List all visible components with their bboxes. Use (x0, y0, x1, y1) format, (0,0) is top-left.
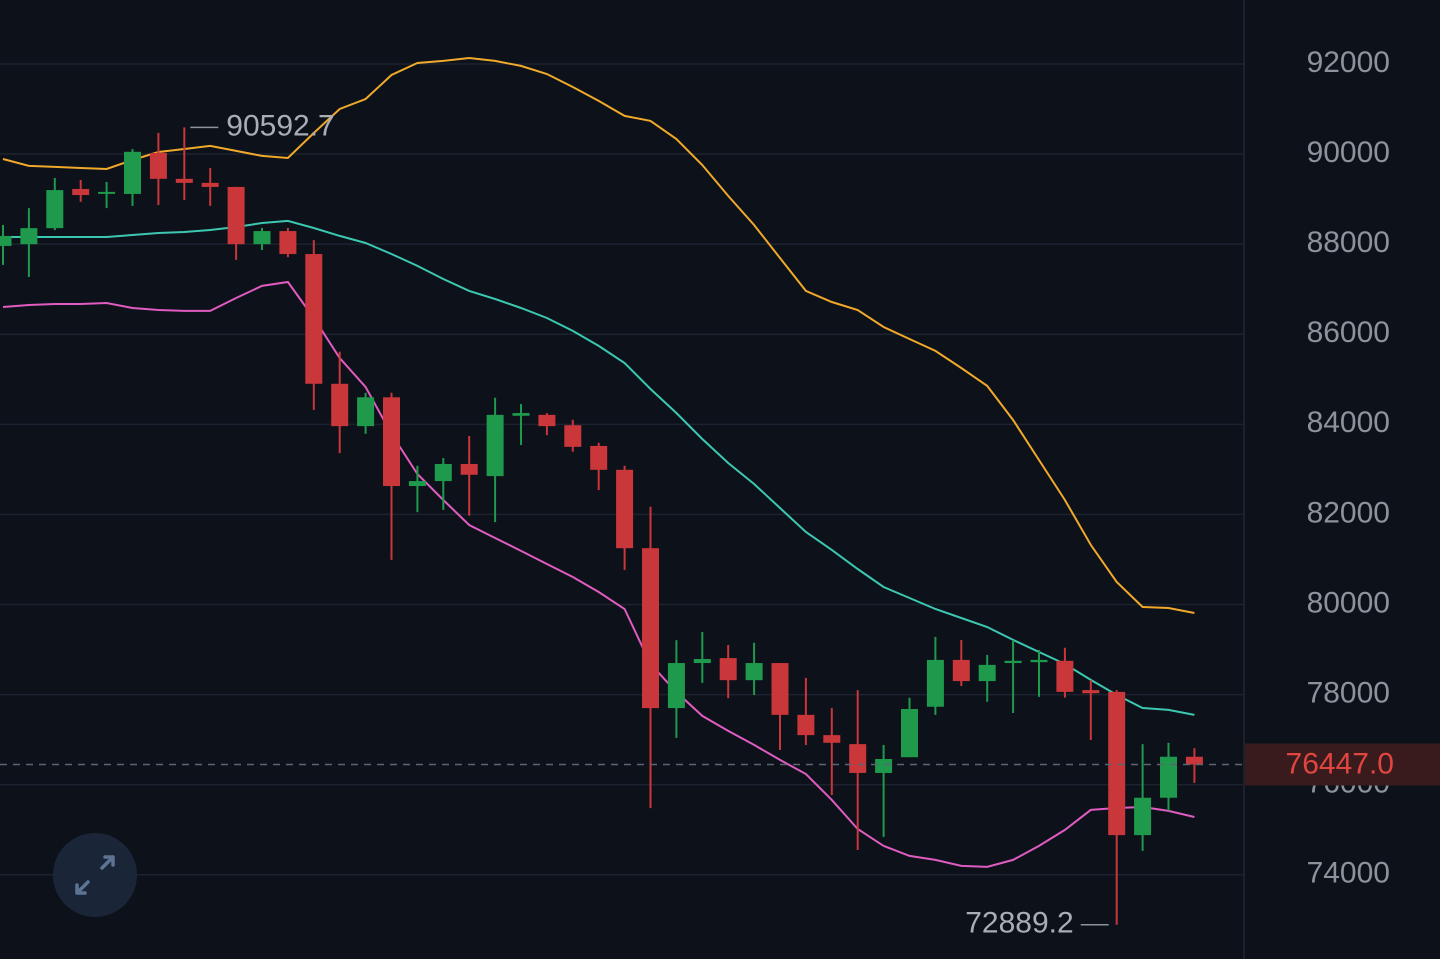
candle-body (978, 664, 996, 682)
candle-body (642, 548, 659, 709)
overlay: 90592.7 72889.2 76447.0 (0, 109, 1440, 940)
low-label: 72889.2 (965, 907, 1073, 940)
candle-body (797, 714, 815, 736)
candle-body (72, 188, 90, 196)
y-tick-label: 82000 (1307, 496, 1390, 529)
candle-body (926, 659, 944, 707)
candle-body (875, 759, 893, 773)
candle-body (616, 469, 634, 549)
band-line (2, 56, 1195, 614)
candle-body (901, 709, 918, 758)
candle-body (20, 228, 38, 245)
candle-body (952, 659, 970, 682)
candle-body (0, 235, 12, 246)
candle-body (849, 744, 867, 773)
candle-body (1082, 690, 1100, 694)
candle-body (305, 254, 323, 384)
candle-body (771, 663, 789, 715)
y-tick-label: 74000 (1307, 857, 1390, 890)
candle-body (745, 663, 763, 681)
candle-body (512, 413, 530, 416)
candle-body (1160, 756, 1177, 798)
candle-body (590, 445, 608, 470)
candle-body (538, 414, 556, 427)
candle-body (486, 414, 504, 477)
candle-body (253, 231, 271, 245)
candle-body (667, 663, 685, 709)
candle-body (1134, 797, 1152, 836)
candle-body (201, 182, 219, 187)
candle-body (823, 735, 841, 743)
candle-body (719, 658, 737, 681)
expand-button-bg[interactable] (53, 833, 137, 917)
candle-body (383, 397, 400, 487)
y-tick-label: 84000 (1307, 406, 1390, 439)
y-tick-label: 86000 (1307, 316, 1390, 349)
candle-body (1108, 691, 1126, 836)
high-label: 90592.7 (226, 109, 334, 142)
y-tick-label: 78000 (1307, 677, 1390, 710)
candle-body (149, 152, 167, 179)
band-line (3, 219, 1195, 716)
y-tick-label: 92000 (1307, 46, 1390, 79)
candle-body (46, 190, 64, 229)
candle-body (124, 151, 141, 194)
y-tick-label: 80000 (1307, 586, 1390, 619)
candle-body (98, 191, 116, 194)
candle-body (357, 397, 375, 427)
candle-body (460, 463, 478, 475)
candle-body (175, 178, 193, 183)
candle-body (693, 659, 711, 664)
y-tick-label: 90000 (1307, 136, 1390, 169)
candles (0, 127, 1203, 925)
expand-button[interactable] (53, 833, 137, 917)
candle-body (1004, 660, 1022, 664)
candle-body (408, 481, 426, 487)
candle-body (434, 463, 452, 482)
candle-body (1030, 659, 1048, 663)
last-price-label: 76447.0 (1286, 747, 1394, 780)
candle-body (564, 425, 582, 447)
candle-body (279, 231, 297, 255)
band-line (2, 280, 1195, 868)
y-tick-label: 88000 (1307, 226, 1390, 259)
last-price-tag (1245, 743, 1440, 786)
candle-body (1185, 756, 1203, 765)
candle-body (1056, 660, 1074, 692)
expand-icon (75, 855, 115, 895)
candle-body (331, 383, 349, 427)
candle-body (227, 186, 245, 245)
bands (2, 56, 1195, 868)
